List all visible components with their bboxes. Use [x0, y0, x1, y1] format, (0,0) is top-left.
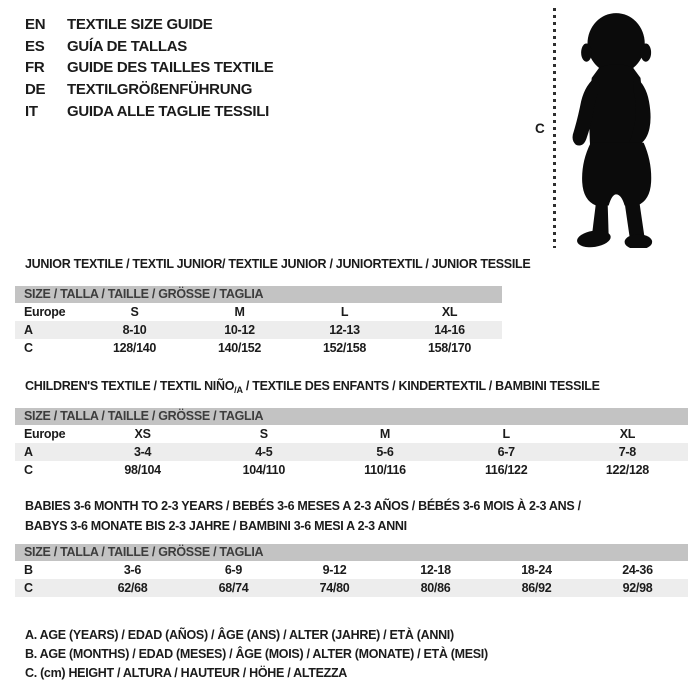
- height-cell: 104/110: [242, 463, 286, 477]
- table-row-europe: Europe XS S M L XL: [15, 425, 688, 443]
- size-cell: L: [502, 427, 510, 441]
- language-row-it: IT GUIDA ALLE TAGLIE TESSILI: [25, 101, 273, 123]
- language-code: FR: [25, 59, 45, 77]
- junior-section-title: JUNIOR TEXTILE / TEXTIL JUNIOR/ TEXTILE …: [25, 257, 531, 271]
- height-cell: 80/86: [385, 579, 486, 597]
- age-cell: 3-4: [82, 443, 204, 461]
- height-cell: 62/68: [82, 579, 183, 597]
- height-cell: 122/128: [605, 463, 649, 477]
- age-cell: 5-6: [324, 443, 446, 461]
- row-label: C: [24, 463, 33, 477]
- height-cell: 158/170: [427, 341, 472, 355]
- babies-title-line1: BABIES 3-6 MONTH TO 2-3 YEARS / BEBÉS 3-…: [25, 499, 581, 513]
- language-title: GUIDA ALLE TAGLIE TESSILI: [67, 102, 269, 120]
- language-code: DE: [25, 81, 46, 99]
- language-row-de: DE TEXTILGRÖßENFÜHRUNG: [25, 79, 273, 101]
- table-row-europe: Europe S M L XL: [15, 303, 502, 321]
- row-label: A: [15, 443, 82, 461]
- size-cell: S: [259, 427, 268, 441]
- height-cell: 98/104: [124, 463, 161, 477]
- table-row-age-months: B 3-6 6-9 9-12 12-18 18-24 24-36: [15, 561, 688, 579]
- baby-height-figure: C: [520, 0, 700, 255]
- children-title-rest: / TEXTILE DES ENFANTS / KINDERTEXTIL / B…: [242, 379, 600, 393]
- height-cell: 140/152: [217, 341, 262, 355]
- note-height: C. (cm) HEIGHT / ALTURA / HAUTEUR / HÖHE…: [25, 666, 348, 680]
- height-measure-dashed-line: [553, 8, 556, 248]
- age-cell: 6-9: [224, 563, 243, 577]
- language-title: TEXTILE SIZE GUIDE: [67, 16, 213, 33]
- note-age-months: B. AGE (MONTHS) / EDAD (MESES) / ÂGE (MO…: [25, 647, 488, 661]
- age-cell: 6-7: [445, 443, 567, 461]
- age-cell: 7-8: [566, 443, 688, 461]
- legend-notes: A. AGE (YEARS) / EDAD (AÑOS) / ÂGE (ANS)…: [25, 626, 488, 683]
- language-title: GUÍA DE TALLAS: [67, 37, 187, 55]
- language-code: EN: [25, 16, 46, 33]
- table-row-age-years: A 3-4 4-5 5-6 6-7 7-8: [15, 443, 688, 461]
- size-table-header-bar: SIZE / TALLA / TAILLE / GRÖSSE / TAGLIA: [15, 544, 688, 561]
- table-row-age-years: A 8-10 10-12 12-13 14-16: [15, 321, 502, 339]
- size-cell: M: [379, 427, 391, 441]
- row-label: C: [24, 341, 33, 355]
- children-title-subscript: /A: [234, 385, 243, 395]
- size-cell: XL: [441, 305, 458, 319]
- language-title: GUIDE DES TAILLES TEXTILE: [67, 59, 274, 77]
- height-measure-label: C: [535, 121, 545, 136]
- height-cell: 68/74: [183, 579, 284, 597]
- height-cell: 74/80: [284, 579, 385, 597]
- babies-title-line2: BABYS 3-6 MONATE BIS 2-3 JAHRE / BAMBINI…: [25, 519, 407, 533]
- height-cell: 92/98: [587, 579, 688, 597]
- language-code: ES: [25, 37, 45, 55]
- height-cell: 128/140: [112, 341, 157, 355]
- children-size-table: SIZE / TALLA / TAILLE / GRÖSSE / TAGLIA …: [15, 408, 688, 479]
- language-row-es: ES GUÍA DE TALLAS: [25, 36, 273, 58]
- age-cell: 12-18: [420, 563, 451, 577]
- size-cell: S: [130, 305, 139, 319]
- height-cell: 152/158: [322, 341, 367, 355]
- baby-silhouette-icon: [572, 13, 653, 248]
- children-title-main: CHILDREN'S TEXTILE / TEXTIL NIÑO: [25, 379, 235, 393]
- age-cell: 3-6: [123, 563, 142, 577]
- height-cell: 116/122: [484, 463, 528, 477]
- age-cell: 8-10: [82, 321, 187, 339]
- age-cell: 9-12: [322, 563, 347, 577]
- junior-size-table: SIZE / TALLA / TAILLE / GRÖSSE / TAGLIA …: [15, 286, 502, 357]
- language-title-list: EN TEXTILE SIZE GUIDE ES GUÍA DE TALLAS FR…: [25, 14, 274, 123]
- language-row-fr: FR GUIDE DES TAILLES TEXTILE: [25, 57, 274, 79]
- babies-section-title: BABIES 3-6 MONTH TO 2-3 YEARS / BEBÉS 3-…: [25, 496, 581, 536]
- language-title: TEXTILGRÖßENFÜHRUNG: [67, 81, 253, 99]
- babies-size-table: SIZE / TALLA / TAILLE / GRÖSSE / TAGLIA …: [15, 544, 688, 597]
- row-label: Europe: [24, 305, 66, 319]
- size-cell: XL: [619, 427, 636, 441]
- table-row-height: C 98/104 104/110 110/116 116/122 122/128: [15, 461, 688, 479]
- age-cell: 12-13: [292, 321, 397, 339]
- height-cell: 86/92: [486, 579, 587, 597]
- table-row-height: C 62/68 68/74 74/80 80/86 86/92 92/98: [15, 579, 688, 597]
- table-row-height: C 128/140 140/152 152/158 158/170: [15, 339, 502, 357]
- size-cell: XS: [134, 427, 151, 441]
- size-cell: M: [234, 305, 245, 319]
- language-code: IT: [25, 102, 38, 120]
- size-table-header-bar: SIZE / TALLA / TAILLE / GRÖSSE / TAGLIA: [15, 286, 502, 303]
- age-cell: 10-12: [187, 321, 292, 339]
- children-section-title: CHILDREN'S TEXTILE / TEXTIL NIÑO/A / TEX…: [25, 376, 600, 400]
- language-row-en: EN TEXTILE SIZE GUIDE: [25, 14, 273, 36]
- row-label: C: [15, 579, 82, 597]
- size-cell: L: [340, 305, 349, 319]
- age-cell: 18-24: [521, 563, 552, 577]
- height-cell: 110/116: [364, 463, 406, 477]
- row-label: A: [15, 321, 82, 339]
- row-label: B: [24, 563, 33, 577]
- age-cell: 14-16: [397, 321, 502, 339]
- note-age-years: A. AGE (YEARS) / EDAD (AÑOS) / ÂGE (ANS)…: [25, 628, 454, 642]
- age-cell: 24-36: [622, 563, 653, 577]
- row-label: Europe: [24, 427, 66, 441]
- size-table-header-bar: SIZE / TALLA / TAILLE / GRÖSSE / TAGLIA: [15, 408, 688, 425]
- age-cell: 4-5: [203, 443, 325, 461]
